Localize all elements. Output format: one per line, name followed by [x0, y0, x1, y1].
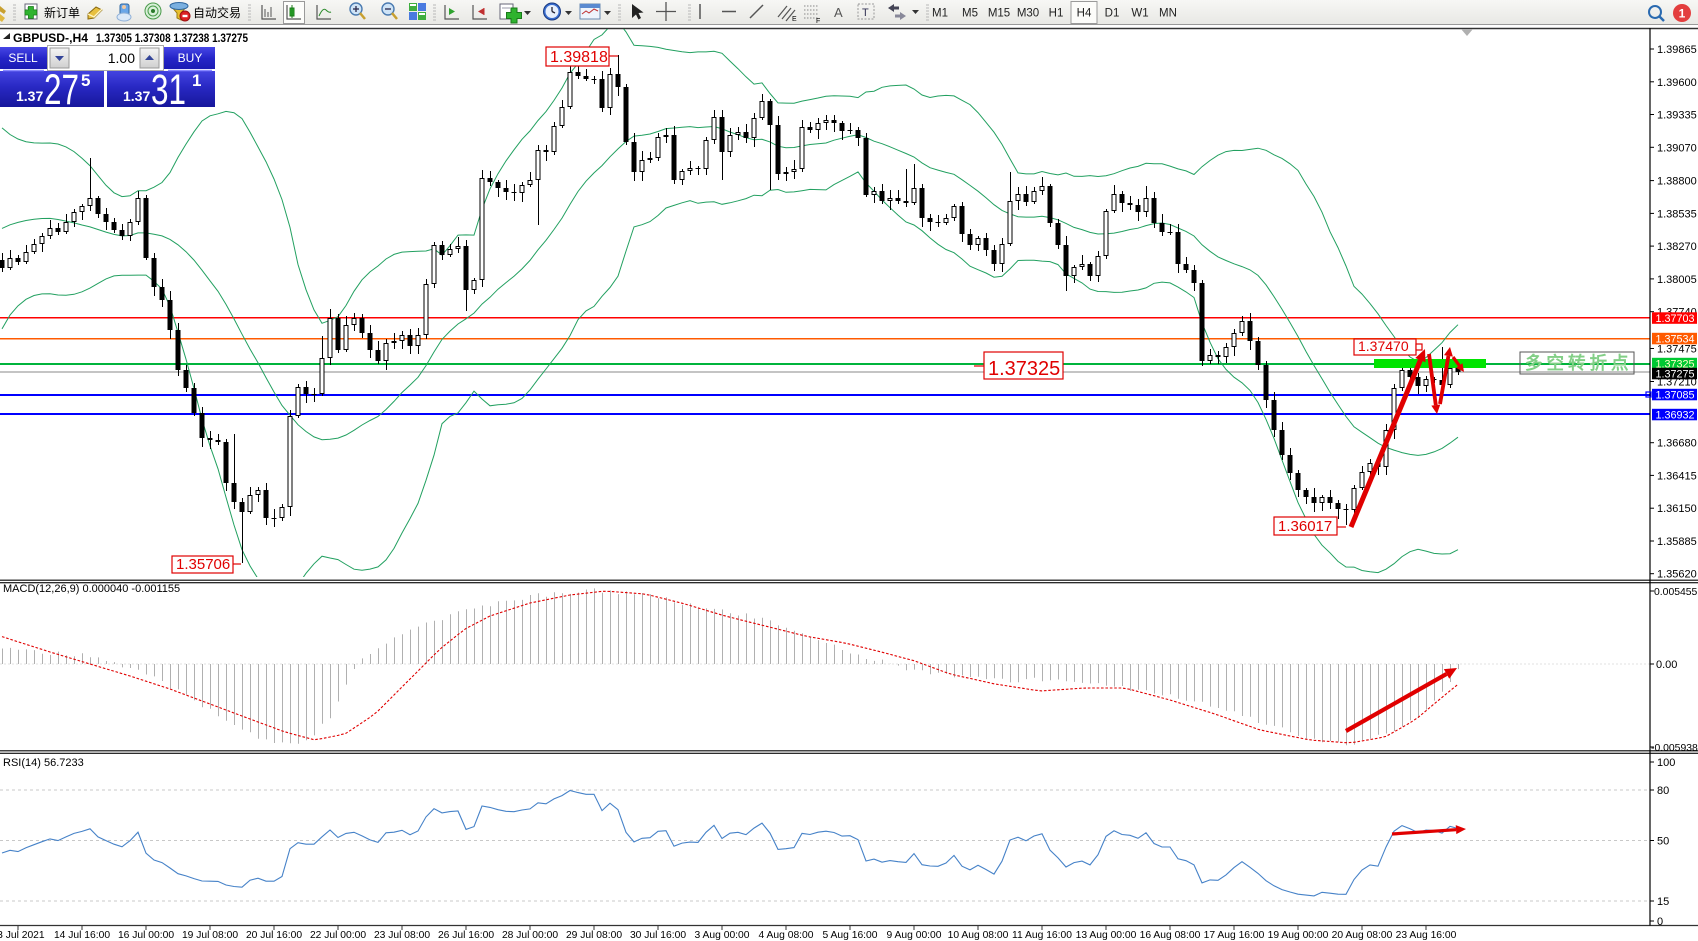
svg-text:W1: W1	[1131, 8, 1148, 20]
svg-text:5: 5	[81, 71, 90, 90]
svg-text:13 Jul 2021: 13 Jul 2021	[0, 930, 45, 941]
svg-text:1.37475: 1.37475	[1657, 344, 1697, 356]
svg-text:1.39335: 1.39335	[1657, 110, 1697, 122]
svg-text:20 Aug 08:00: 20 Aug 08:00	[1332, 930, 1393, 941]
svg-text:19 Aug 00:00: 19 Aug 00:00	[1268, 930, 1329, 941]
svg-text:新订单: 新订单	[44, 5, 80, 20]
svg-text:GBPUSD-,H4: GBPUSD-,H4	[13, 33, 89, 45]
svg-text:1.38800: 1.38800	[1657, 176, 1697, 188]
svg-text:26 Jul 16:00: 26 Jul 16:00	[438, 930, 494, 941]
svg-text:16 Jul 00:00: 16 Jul 00:00	[118, 930, 174, 941]
svg-text:1.38005: 1.38005	[1657, 274, 1697, 286]
svg-text:E: E	[792, 16, 797, 23]
svg-text:D1: D1	[1105, 8, 1120, 20]
svg-text:10 Aug 08:00: 10 Aug 08:00	[948, 930, 1009, 941]
svg-text:1.37325: 1.37325	[1656, 359, 1695, 371]
svg-text:1.39865: 1.39865	[1657, 44, 1697, 56]
svg-text:9 Aug 00:00: 9 Aug 00:00	[887, 930, 942, 941]
svg-text:100: 100	[1657, 757, 1675, 769]
svg-text:1.36932: 1.36932	[1656, 410, 1695, 422]
svg-text:M15: M15	[988, 8, 1010, 20]
svg-text:H4: H4	[1077, 8, 1092, 20]
svg-text:多空转折点: 多空转折点	[1525, 353, 1633, 373]
svg-text:23 Aug 16:00: 23 Aug 16:00	[1396, 930, 1457, 941]
svg-text:1.39818: 1.39818	[550, 49, 608, 66]
svg-text:MN: MN	[1159, 8, 1177, 20]
svg-text:16 Aug 08:00: 16 Aug 08:00	[1140, 930, 1201, 941]
svg-text:1.37: 1.37	[16, 88, 43, 104]
svg-text:11 Aug 16:00: 11 Aug 16:00	[1012, 930, 1072, 941]
svg-text:17 Aug 16:00: 17 Aug 16:00	[1204, 930, 1265, 941]
svg-text:1.36415: 1.36415	[1657, 470, 1697, 482]
svg-text:1.37305 1.37308 1.37238 1.3727: 1.37305 1.37308 1.37238 1.37275	[96, 33, 249, 45]
svg-text:0: 0	[1657, 916, 1663, 928]
svg-text:1.00: 1.00	[108, 50, 135, 66]
svg-text:1.37325: 1.37325	[988, 358, 1060, 380]
svg-text:5 Aug 16:00: 5 Aug 16:00	[823, 930, 878, 941]
svg-text:1.38270: 1.38270	[1657, 241, 1697, 253]
svg-text:1.38535: 1.38535	[1657, 208, 1697, 220]
svg-text:1: 1	[192, 71, 201, 90]
svg-text:1.37210: 1.37210	[1657, 377, 1697, 389]
svg-text:1.37534: 1.37534	[1656, 334, 1695, 346]
svg-text:80: 80	[1657, 785, 1669, 797]
svg-text:MACD(12,26,9) 0.000040 -0.0011: MACD(12,26,9) 0.000040 -0.001155	[3, 583, 180, 595]
svg-text:1.35885: 1.35885	[1657, 536, 1697, 548]
svg-text:1: 1	[1679, 7, 1686, 21]
svg-text:1.35620: 1.35620	[1657, 569, 1697, 581]
svg-text:M5: M5	[962, 8, 978, 20]
svg-text:22 Jul 00:00: 22 Jul 00:00	[310, 930, 366, 941]
svg-text:50: 50	[1657, 836, 1669, 848]
svg-text:1.36150: 1.36150	[1657, 503, 1697, 515]
svg-text:1.37085: 1.37085	[1656, 390, 1695, 402]
svg-text:0.00: 0.00	[1656, 659, 1677, 671]
svg-text:1.35706: 1.35706	[176, 556, 230, 573]
svg-text:19 Jul 08:00: 19 Jul 08:00	[182, 930, 238, 941]
svg-text:27: 27	[44, 66, 79, 114]
svg-text:A: A	[834, 5, 843, 20]
svg-text:M30: M30	[1017, 8, 1039, 20]
svg-text:1.39070: 1.39070	[1657, 142, 1697, 154]
svg-text:SELL: SELL	[8, 51, 38, 65]
svg-text:1.36017: 1.36017	[1278, 518, 1332, 535]
svg-text:14 Jul 16:00: 14 Jul 16:00	[54, 930, 110, 941]
svg-text:15: 15	[1657, 896, 1669, 908]
svg-text:23 Jul 08:00: 23 Jul 08:00	[374, 930, 430, 941]
svg-text:M1: M1	[932, 8, 948, 20]
svg-text:3 Aug 00:00: 3 Aug 00:00	[695, 930, 750, 941]
svg-text:1.37: 1.37	[123, 88, 150, 104]
svg-text:BUY: BUY	[178, 51, 203, 65]
svg-text:RSI(14) 56.7233: RSI(14) 56.7233	[3, 757, 84, 769]
svg-text:4 Aug 08:00: 4 Aug 08:00	[759, 930, 814, 941]
svg-text:29 Jul 08:00: 29 Jul 08:00	[566, 930, 622, 941]
svg-text:-0.005938: -0.005938	[1651, 743, 1698, 754]
svg-text:13 Aug 00:00: 13 Aug 00:00	[1076, 930, 1137, 941]
svg-text:30 Jul 16:00: 30 Jul 16:00	[630, 930, 686, 941]
svg-text:H1: H1	[1049, 8, 1064, 20]
svg-text:1.37703: 1.37703	[1656, 313, 1695, 325]
svg-text:F: F	[816, 18, 820, 25]
svg-text:31: 31	[151, 66, 186, 114]
svg-text:0.005455: 0.005455	[1654, 587, 1698, 598]
svg-text:28 Jul 00:00: 28 Jul 00:00	[502, 930, 558, 941]
svg-text:1.36680: 1.36680	[1657, 438, 1697, 450]
svg-text:1.37275: 1.37275	[1656, 369, 1695, 381]
svg-text:自动交易: 自动交易	[193, 5, 241, 20]
svg-text:20 Jul 16:00: 20 Jul 16:00	[246, 930, 302, 941]
svg-text:T: T	[862, 7, 869, 19]
svg-text:1.39600: 1.39600	[1657, 77, 1697, 89]
svg-text:1.37470: 1.37470	[1358, 338, 1409, 354]
